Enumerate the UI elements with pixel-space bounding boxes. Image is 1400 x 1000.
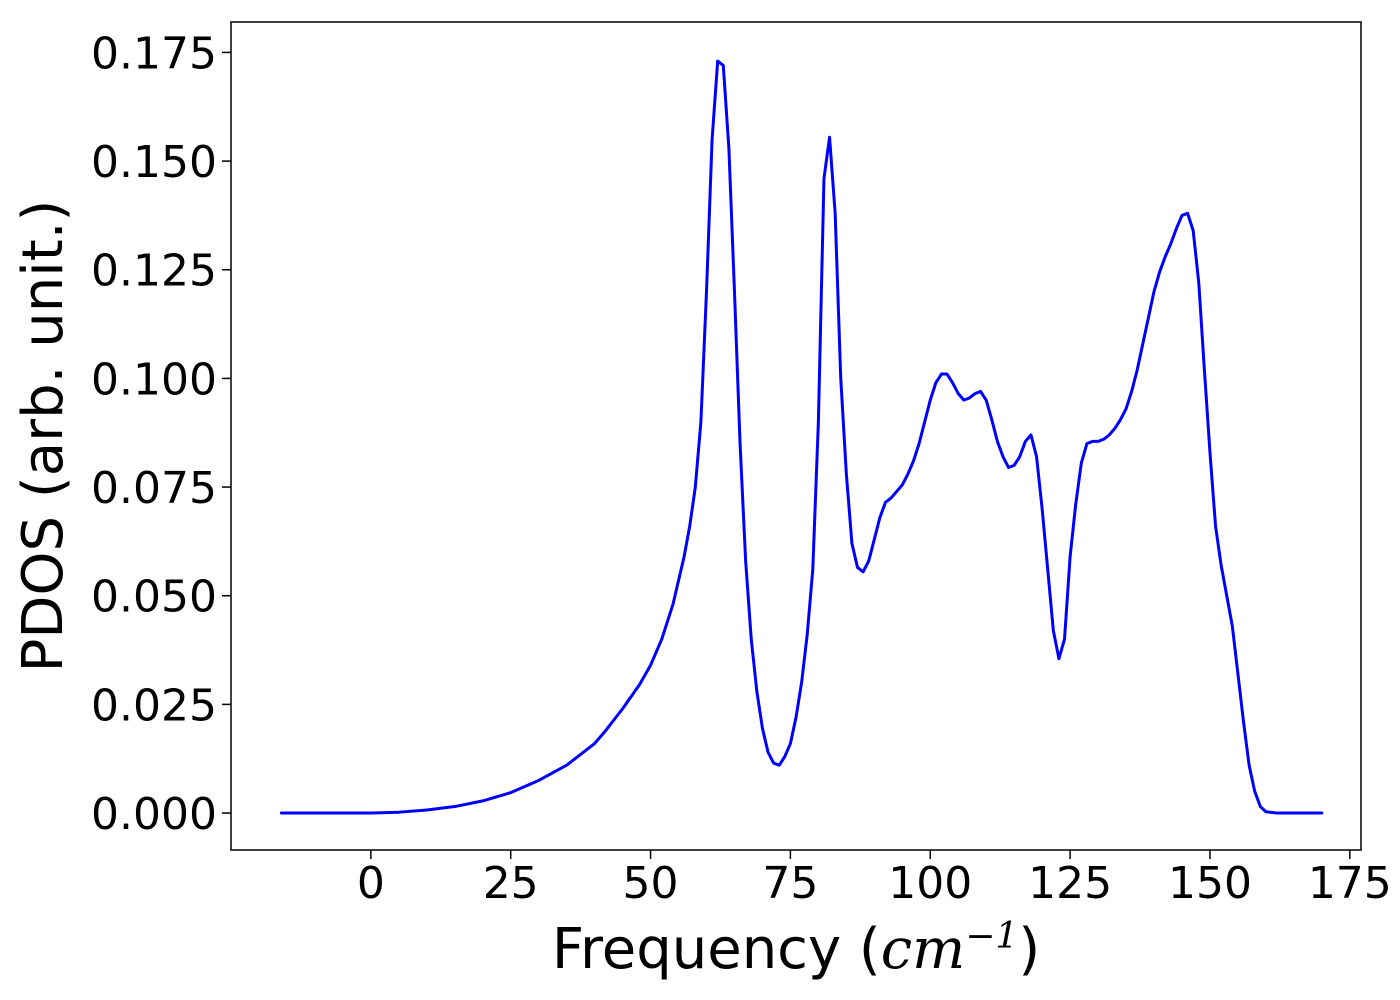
y-axis: 0.000 0.025 0.050 0.075 0.100 0.125 0.150 0.175	[91, 28, 231, 840]
y-tick-label: 0.150	[91, 137, 217, 188]
plot-area	[279, 59, 1324, 815]
x-tick-label: 175	[1308, 858, 1392, 909]
y-tick-label: 0.050	[91, 572, 217, 623]
y-axis-label: PDOS (arb. unit.)	[11, 200, 76, 673]
x-axis: 0 25 50 75 100 125 150 175	[357, 850, 1392, 909]
x-axis-unit: cm	[881, 917, 965, 982]
axes-frame	[230, 21, 1362, 851]
y-tick-label: 0.175	[91, 28, 217, 79]
x-tick-label: 25	[483, 858, 539, 909]
y-tick-label: 0.000	[91, 789, 217, 840]
y-tick-label: 0.025	[91, 680, 217, 731]
y-tick-label: 0.100	[91, 354, 217, 405]
y-tick-label: 0.125	[91, 246, 217, 297]
x-tick-label: 75	[762, 858, 818, 909]
x-tick-label: 125	[1028, 858, 1112, 909]
x-axis-unit-exponent: −1	[965, 916, 1018, 957]
x-tick-label: 50	[623, 858, 679, 909]
x-axis-label: Frequency (cm−1)	[552, 916, 1040, 983]
x-axis-label-text: Frequency	[552, 917, 841, 982]
y-tick-label: 0.075	[91, 463, 217, 514]
x-tick-label: 100	[888, 858, 972, 909]
series-line-0	[279, 59, 1324, 815]
x-tick-label: 150	[1168, 858, 1252, 909]
x-tick-label: 0	[357, 858, 385, 909]
